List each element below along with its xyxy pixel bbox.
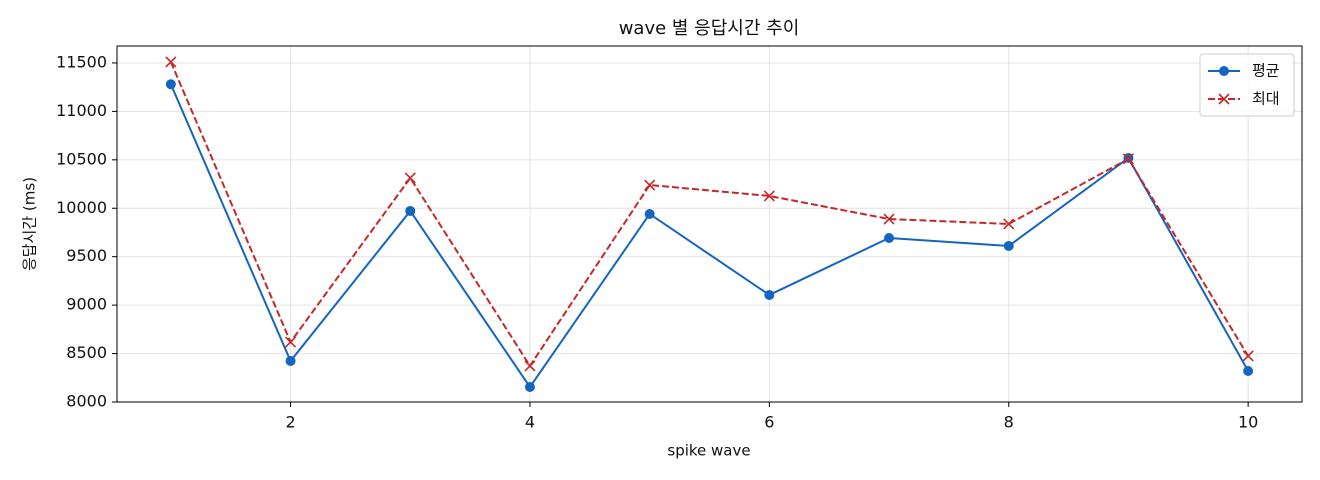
marker: [883, 213, 895, 225]
y-tick-label: 10000: [56, 198, 107, 217]
y-tick-label: 9000: [66, 295, 107, 314]
x-tick-label: 10: [1238, 413, 1258, 432]
marker: [524, 360, 536, 372]
marker: [524, 381, 535, 392]
marker: [763, 190, 775, 202]
legend-marker: [1219, 66, 1229, 76]
marker: [285, 356, 296, 367]
x-tick-label: 6: [764, 413, 774, 432]
x-tick-label: 2: [285, 413, 295, 432]
marker: [404, 172, 416, 184]
legend-label: 최대: [1252, 90, 1280, 108]
y-tick-label: 8000: [66, 392, 107, 411]
y-tick-label: 9500: [66, 246, 107, 265]
marker: [764, 289, 775, 300]
y-tick-label: 11500: [56, 52, 107, 71]
chart-title: wave 별 응답시간 추이: [619, 18, 800, 39]
marker: [284, 336, 297, 348]
series-line: [169, 61, 1249, 368]
legend-label: 평균: [1252, 62, 1280, 80]
marker: [165, 56, 177, 68]
y-tick-label: 11000: [56, 101, 107, 120]
plot-frame: [116, 45, 1303, 403]
y-axis-label: 응답시간 (ms): [21, 177, 39, 271]
marker: [1122, 153, 1135, 165]
x-axis-label: spike wave: [667, 442, 750, 460]
legend-box: [1199, 53, 1295, 117]
marker: [1243, 366, 1254, 377]
x-tick-label: 4: [525, 413, 535, 432]
marker: [884, 232, 895, 243]
marker: [644, 208, 655, 219]
legend-marker: [1218, 93, 1230, 105]
marker: [644, 179, 656, 191]
marker: [1003, 240, 1014, 251]
x-tick-label: 8: [1004, 413, 1014, 432]
marker: [1242, 350, 1254, 362]
series-line: [169, 83, 1250, 389]
marker: [1003, 218, 1015, 230]
marker: [405, 205, 416, 216]
y-tick-label: 8500: [66, 343, 107, 362]
y-tick-label: 10500: [56, 149, 107, 168]
marker: [165, 79, 176, 90]
